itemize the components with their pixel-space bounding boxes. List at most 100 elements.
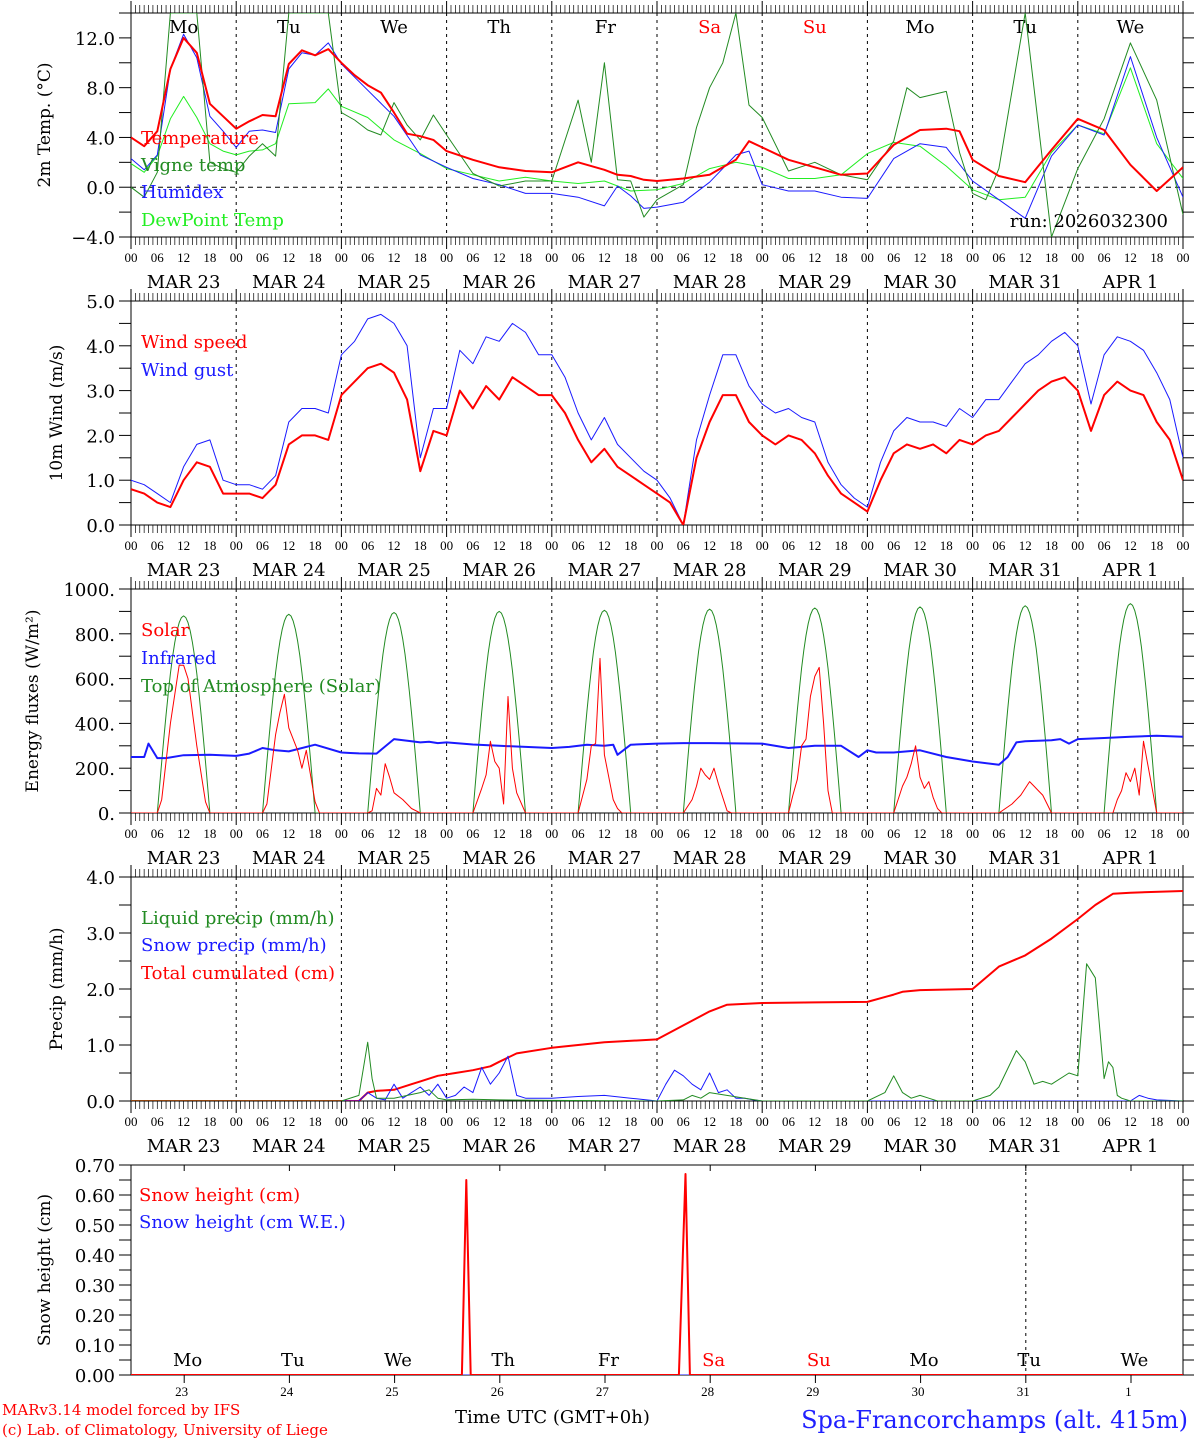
day-number-label: 1	[1125, 1384, 1132, 1399]
hour-tick-label: 06	[572, 826, 586, 841]
hour-tick-label: 06	[256, 538, 270, 553]
hour-tick-label: 18	[414, 826, 427, 841]
hour-tick-label: 18	[1045, 1114, 1058, 1129]
hour-tick-label: 00	[861, 1114, 874, 1129]
hour-tick-label: 12	[1124, 1114, 1137, 1129]
series-solar	[131, 657, 1183, 813]
y-tick-label: 200.	[75, 759, 115, 780]
hour-tick-label: 06	[361, 1114, 375, 1129]
hour-tick-label: 12	[1019, 1114, 1032, 1129]
series-total-cumulated-cm	[131, 890, 1183, 1101]
hour-tick-label: 18	[203, 250, 216, 265]
hour-tick-label: 18	[940, 1114, 953, 1129]
date-label: MAR 28	[673, 1136, 747, 1157]
hour-tick-label: 18	[1150, 826, 1163, 841]
hour-tick-label: 18	[309, 1114, 322, 1129]
hour-tick-label: 00	[861, 826, 874, 841]
y-tick-label: 3.0	[86, 382, 115, 403]
hour-tick-label: 18	[940, 538, 953, 553]
series-snow-height-cm	[131, 1173, 1183, 1375]
date-label: MAR 24	[252, 560, 326, 581]
y-tick-label: 0.0	[86, 178, 115, 199]
day-number-label: 29	[806, 1384, 819, 1399]
hour-tick-label: 12	[388, 826, 401, 841]
hour-tick-label: 12	[703, 826, 716, 841]
hour-tick-label: 18	[1150, 538, 1163, 553]
hour-tick-label: 00	[651, 1114, 664, 1129]
weekday-label: Mo	[173, 1350, 202, 1371]
date-label: MAR 26	[462, 1136, 536, 1157]
hour-tick-label: 06	[887, 826, 901, 841]
hour-tick-label: 12	[914, 1114, 927, 1129]
weekday-label: We	[1121, 1350, 1149, 1371]
date-label: MAR 26	[462, 848, 536, 869]
weekday-label: Th	[491, 1350, 515, 1371]
hour-tick-label: 06	[677, 250, 691, 265]
hour-tick-label: 00	[335, 250, 348, 265]
energy-panel: 0. 200. 400. 600. 800. 1000. 00 06 12 18 MAR 23 00 0…	[63, 577, 1194, 869]
day-number-label: 27	[596, 1384, 610, 1399]
weekday-label: Th	[487, 17, 511, 38]
date-label: APR 1	[1101, 560, 1158, 581]
date-label: MAR 26	[462, 560, 536, 581]
hour-tick-label: 12	[1019, 826, 1032, 841]
y-tick-label: 5.0	[86, 292, 115, 313]
day-number-label: 28	[701, 1384, 714, 1399]
hour-tick-label: 00	[756, 250, 769, 265]
hour-tick-label: 00	[545, 538, 558, 553]
hour-tick-label: 12	[282, 826, 295, 841]
hour-tick-label: 00	[440, 538, 453, 553]
y-tick-label: 12.0	[75, 29, 115, 50]
date-label: MAR 31	[988, 848, 1062, 869]
hour-tick-label: 12	[914, 538, 927, 553]
y-tick-label: 3.0	[86, 924, 115, 945]
hour-tick-label: 12	[598, 826, 611, 841]
day-number-label: 25	[386, 1384, 399, 1399]
hour-tick-label: 00	[1071, 250, 1084, 265]
y-tick-label: 4.0	[86, 868, 115, 889]
hour-tick-label: 00	[440, 826, 453, 841]
hour-tick-label: 00	[545, 250, 558, 265]
weekday-label: Sa	[702, 1350, 725, 1371]
hour-tick-label: 18	[729, 1114, 742, 1129]
y-tick-label: 0.40	[75, 1246, 115, 1267]
weekday-label: Su	[807, 1350, 831, 1371]
weekday-label: Tu	[281, 1350, 305, 1371]
hour-tick-label: 18	[414, 250, 427, 265]
hour-tick-label: 18	[729, 826, 742, 841]
hour-tick-label: 00	[966, 1114, 979, 1129]
hour-tick-label: 06	[466, 538, 480, 553]
hour-tick-label: 12	[808, 826, 821, 841]
date-label: MAR 30	[883, 1136, 957, 1157]
hour-tick-label: 00	[1071, 538, 1084, 553]
hour-tick-label: 12	[808, 538, 821, 553]
hour-tick-label: 00	[1071, 1114, 1084, 1129]
hour-tick-label: 00	[125, 250, 138, 265]
hour-tick-label: 18	[1150, 1114, 1163, 1129]
hour-tick-label: 18	[835, 826, 848, 841]
hour-tick-label: 00	[125, 538, 138, 553]
wind-panel: 0.0 1.0 2.0 3.0 4.0 5.0 00 06 12 18 MAR 23 00 06 12 18…	[86, 289, 1194, 581]
y-tick-label: 2.0	[86, 980, 115, 1001]
hour-tick-label: 06	[992, 538, 1006, 553]
y-tick-label: 1000.	[63, 580, 115, 601]
y-tick-label: 800.	[75, 625, 115, 646]
date-label: MAR 28	[673, 272, 747, 293]
hour-tick-label: 06	[151, 826, 165, 841]
hour-tick-label: 00	[651, 250, 664, 265]
date-label: MAR 23	[147, 848, 221, 869]
y-tick-label: 4.0	[86, 128, 115, 149]
hour-tick-label: 12	[1019, 250, 1032, 265]
y-tick-label: 0.10	[75, 1336, 115, 1357]
hour-tick-label: 12	[282, 1114, 295, 1129]
hour-tick-label: 00	[651, 538, 664, 553]
hour-tick-label: 18	[835, 1114, 848, 1129]
hour-tick-label: 12	[598, 250, 611, 265]
hour-tick-label: 06	[782, 538, 796, 553]
hour-tick-label: 06	[151, 250, 165, 265]
date-label: MAR 27	[568, 1136, 642, 1157]
weekday-label: We	[380, 17, 408, 38]
hour-tick-label: 06	[887, 250, 901, 265]
date-label: MAR 25	[357, 1136, 431, 1157]
hour-tick-label: 00	[756, 826, 769, 841]
